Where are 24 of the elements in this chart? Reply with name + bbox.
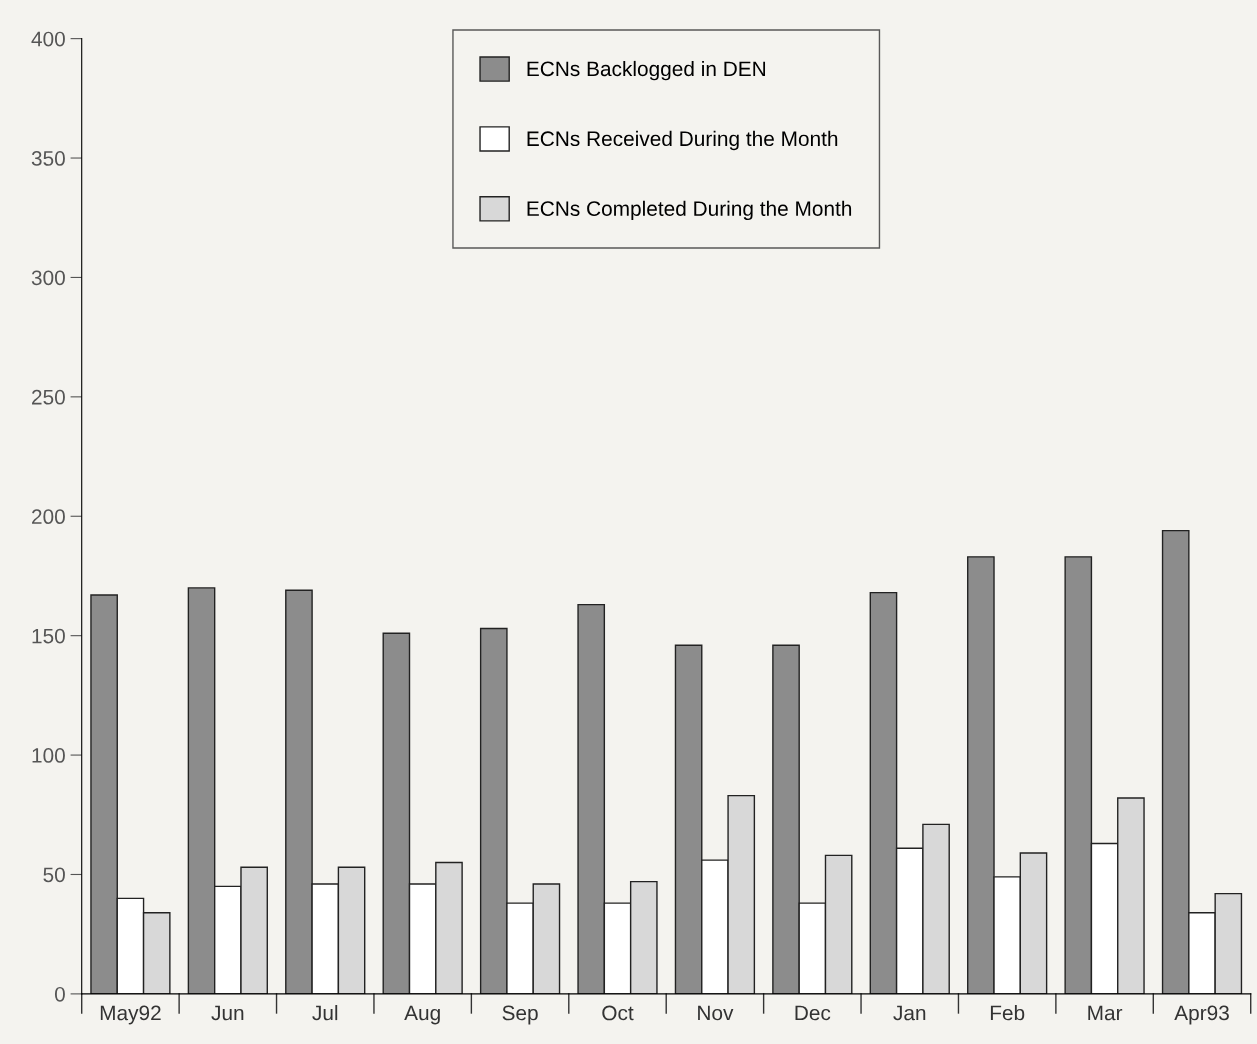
x-tick-label: Oct <box>602 1005 634 1021</box>
legend-label: ECNs Received During the Month <box>527 130 838 151</box>
y-tick-label: 0 <box>54 986 65 1002</box>
x-tick-label: Sep <box>502 1005 538 1025</box>
y-tick-label: 400 <box>31 31 65 47</box>
x-tick-label: Feb <box>990 1005 1025 1021</box>
y-tick-label: 150 <box>32 628 65 644</box>
legend-label: ECNs Backlogged in DEN <box>527 60 766 81</box>
x-tick-label: Aug <box>404 1005 440 1025</box>
y-tick-label: 200 <box>32 509 65 525</box>
x-tick-label: Mar <box>1088 1005 1123 1021</box>
x-tick-label: May92 <box>100 1005 161 1025</box>
y-tick-label: 50 <box>43 867 65 883</box>
x-tick-label: Jan <box>893 1005 926 1021</box>
x-tick-label: Jun <box>211 1005 244 1021</box>
legend-label: ECNs Completed During the Month <box>527 200 852 221</box>
x-tick-label: Apr93 <box>1174 1005 1229 1025</box>
x-tick-label: Nov <box>698 1005 734 1021</box>
y-tick-label: 350 <box>31 151 65 166</box>
x-tick-label: Dec <box>795 1005 831 1021</box>
y-tick-label: 250 <box>32 389 65 405</box>
y-tick-label: 300 <box>31 270 65 286</box>
y-tick-label: 100 <box>32 748 65 763</box>
x-tick-label: Jul <box>312 1005 338 1021</box>
